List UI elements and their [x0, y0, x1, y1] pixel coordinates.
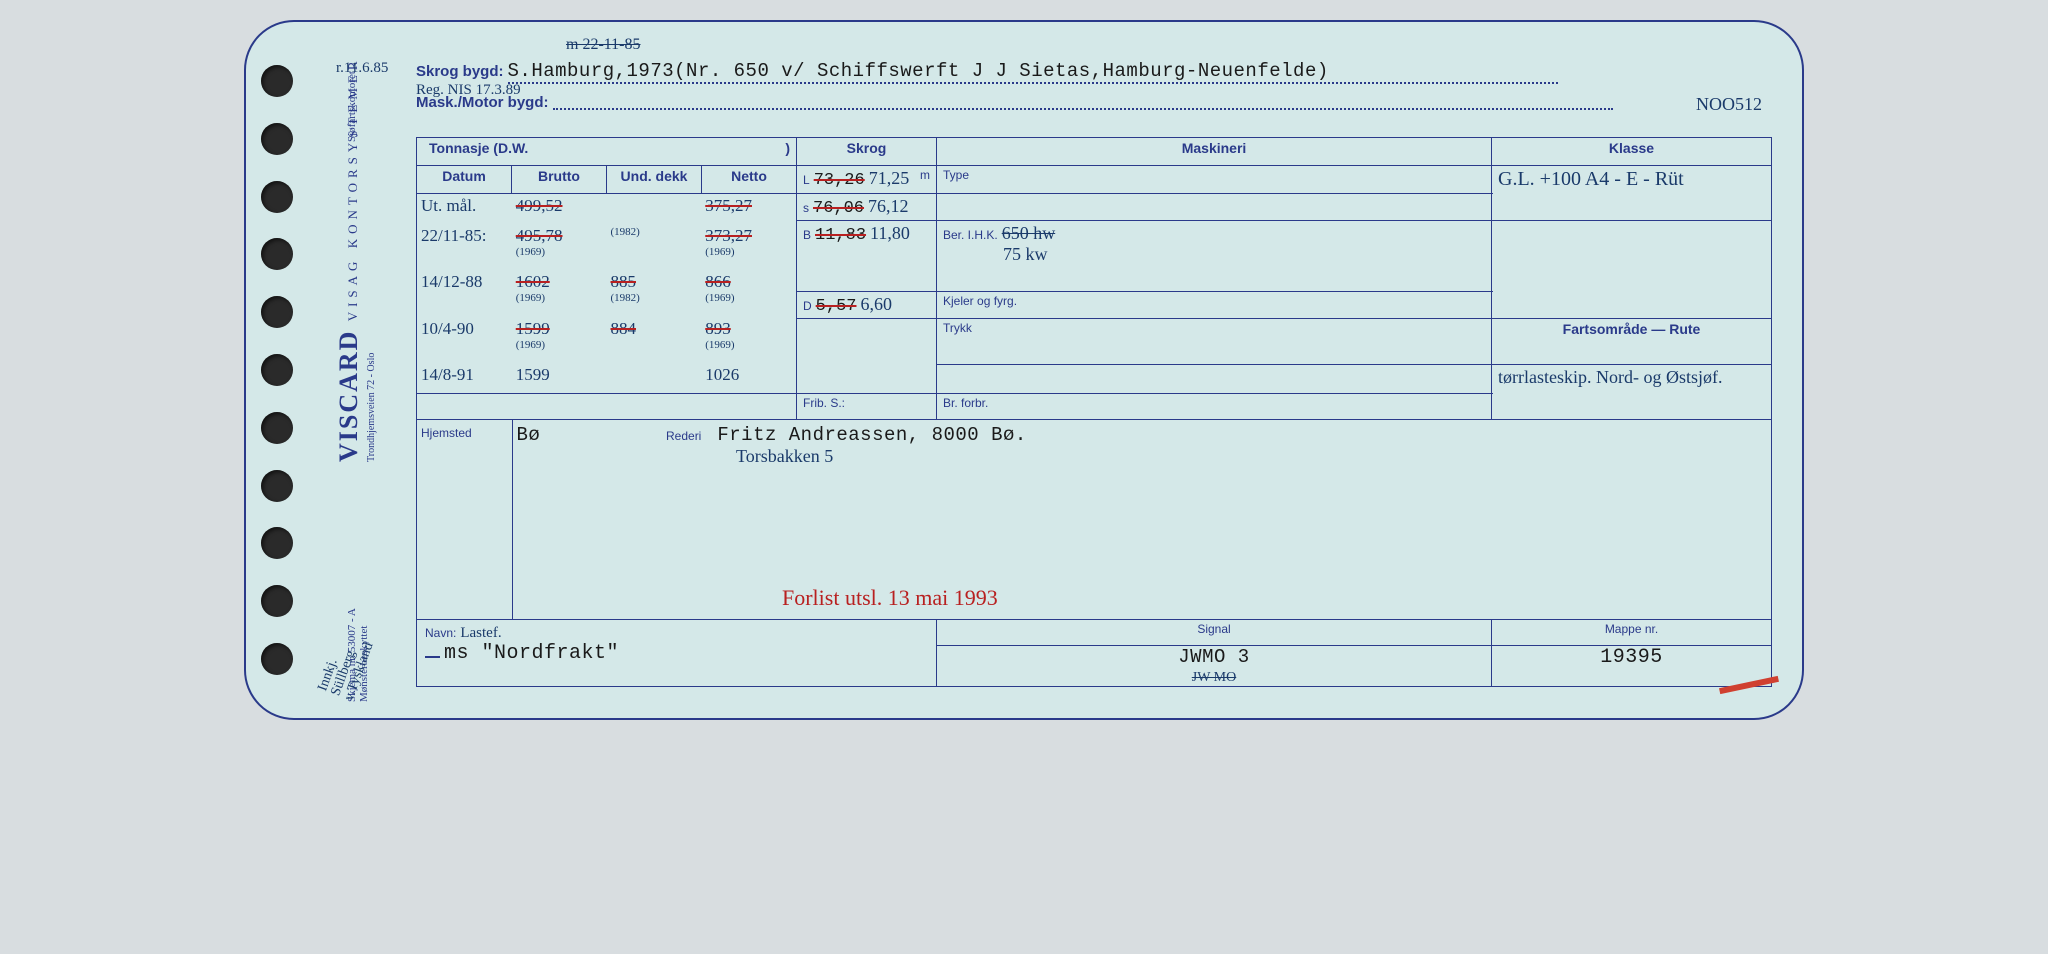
skrog-D: D 5,57 6,60: [797, 292, 937, 319]
col-brutto: Brutto: [512, 166, 607, 194]
signal-val: JWMO 3: [1178, 646, 1249, 668]
signal-cell: Signal JWMO 3 JW MO: [937, 620, 1492, 687]
col-netto: Netto: [702, 166, 797, 194]
tonnage-row: 14/12-881602(1969)885(1982)866(1969): [417, 271, 796, 317]
top-strike-note: m 22-11-85: [566, 36, 641, 54]
tonnage-row: 22/11-85:495,78(1969)(1982)373,27(1969): [417, 225, 796, 271]
mappe-label: Mappe nr.: [1492, 620, 1771, 646]
skrog-bygd-label: Skrog bygd:: [416, 63, 504, 80]
hjem-label: Hjemsted: [421, 426, 472, 440]
col-skrog: Skrog: [797, 138, 937, 166]
main-table: Tonnasje (D.W.) Skrog Maskineri Klasse D…: [416, 137, 1772, 687]
red-tab: [1719, 676, 1779, 694]
forlist-note: Forlist utsl. 13 mai 1993: [782, 585, 998, 611]
tonnage-row: 10/4-901599(1969)884893(1969): [417, 317, 796, 363]
farts-val: tørrlasteskip. Nord- og Østsjøf.: [1498, 367, 1722, 387]
mappe-cell: Mappe nr. 19395: [1492, 620, 1772, 687]
skrog-L: L 73,26 71,25 m: [797, 166, 937, 194]
tonnage-row: Ut. mål.499,52375,27: [417, 195, 796, 225]
navn-val: ms "Nordfrakt": [444, 642, 619, 665]
rederi-line2: Torsbakken 5: [736, 446, 833, 466]
rederi-line1: Fritz Andreassen, 8000 Bø.: [717, 424, 1026, 446]
br-label: Br. forbr.: [937, 394, 1492, 420]
side-skjema: Skjema nr. 53007 - A Mønsterbeskyttet: [346, 202, 370, 702]
mask-bygd-label: Mask./Motor bygd:: [416, 94, 549, 111]
col-und: Und. dekk: [607, 166, 702, 194]
signal-hand: JW MO: [1192, 670, 1236, 685]
skrog-S: s 76,06 76,12: [797, 194, 937, 221]
hjemsted-rederi: Hjemsted Bø Rederi Fritz Andreassen, 800…: [417, 420, 1772, 620]
klasse-val: G.L. +100 A4 - E - Rüt: [1498, 168, 1684, 190]
index-card: VISCARD VISAG KONTORSYSTEMER Trondhjemsv…: [244, 20, 1804, 720]
no-number: NOO512: [1696, 94, 1762, 115]
punch-holes: [261, 52, 301, 688]
rederi-label: Rederi: [666, 429, 701, 443]
ber-ihk: Ber. I.H.K. 650 hw 75 kw: [937, 221, 1492, 292]
tonnage-grid: Ut. mål.499,52375,2722/11-85:495,78(1969…: [417, 194, 797, 394]
mappe-val: 19395: [1492, 646, 1771, 669]
col-mask: Maskineri: [937, 138, 1492, 166]
tonnage-row: 14/8-9115991026: [417, 363, 796, 393]
col-klasse: Klasse: [1492, 138, 1772, 166]
farts-label: Fartsområde — Rute: [1492, 319, 1772, 364]
trykk-label: Trykk: [937, 319, 1492, 364]
sjofart: Sjøfartskontoret: [346, 71, 358, 142]
navn-pre: Lastef.: [460, 625, 501, 641]
signal-label: Signal: [937, 620, 1491, 646]
navn-label: Navn:: [425, 626, 456, 640]
hjem-val: Bø: [517, 424, 541, 446]
side-sjofart: Sjøfartskontoret: [346, 20, 358, 142]
kjeler-label: Kjeler og fyrg.: [937, 292, 1492, 319]
margin-r-date: r.11.6.85: [336, 60, 388, 77]
skrog-bygd-value: S.Hamburg,1973(Nr. 650 v/ Schiffswerft J…: [508, 60, 1558, 84]
col-tonnasje: Tonnasje (D.W.: [429, 140, 528, 156]
navn-cell: Navn: Lastef. ms "Nordfrakt": [417, 620, 937, 687]
col-datum: Datum: [417, 166, 512, 194]
header: m 22-11-85 r.11.6.85 Skrog bygd: S.Hambu…: [416, 42, 1772, 137]
frib-label: Frib. S.:: [797, 394, 937, 420]
skrog-B: B 11,83 11,80: [797, 221, 937, 292]
type-label: Type: [937, 166, 1492, 194]
